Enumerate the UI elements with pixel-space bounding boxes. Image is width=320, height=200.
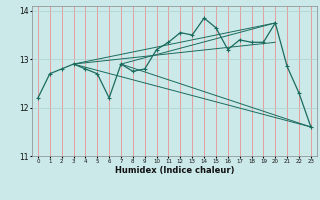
X-axis label: Humidex (Indice chaleur): Humidex (Indice chaleur)	[115, 166, 234, 175]
